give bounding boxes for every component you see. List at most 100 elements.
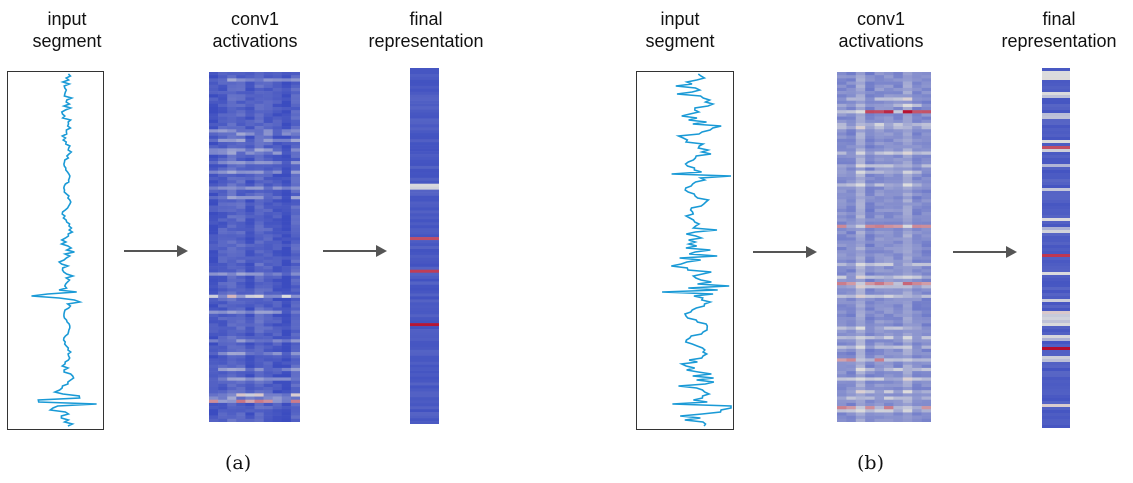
heat-cell	[227, 336, 236, 339]
heat-cell	[273, 126, 282, 129]
heat-cell	[922, 82, 931, 85]
heat-cell	[922, 355, 931, 358]
heat-cell	[875, 288, 885, 291]
strip-cell	[410, 326, 439, 329]
arrow-to-final	[952, 244, 1018, 260]
strip-cell	[1042, 290, 1070, 293]
heat-cell	[865, 91, 875, 94]
heat-cell	[291, 403, 300, 406]
heat-cell	[865, 333, 875, 336]
strip-cell	[410, 415, 439, 418]
strip-cell	[1042, 356, 1070, 359]
heat-cell	[227, 228, 236, 231]
heat-cell	[922, 327, 931, 330]
strip-cell	[1042, 68, 1070, 71]
heat-cell	[255, 72, 264, 75]
heat-cell	[893, 272, 903, 275]
heat-cell	[282, 346, 291, 349]
heat-cell	[227, 374, 236, 377]
heat-cell	[291, 352, 300, 355]
strip-cell	[410, 104, 439, 107]
heat-cell	[865, 209, 875, 212]
heat-cell	[865, 374, 875, 377]
strip-cell	[410, 350, 439, 353]
heat-cell	[273, 352, 282, 355]
strip-cell	[410, 124, 439, 127]
heat-cell	[912, 320, 922, 323]
heat-cell	[264, 215, 273, 218]
strip-cell	[410, 213, 439, 216]
heat-cell	[245, 183, 254, 186]
heat-cell	[236, 250, 245, 253]
heat-cell	[903, 355, 913, 358]
heat-cell	[856, 241, 866, 244]
heat-cell	[837, 276, 847, 279]
heat-cell	[865, 161, 875, 164]
heat-cell	[903, 298, 913, 301]
heat-cell	[218, 183, 227, 186]
strip-cell	[410, 234, 439, 237]
heat-cell	[291, 85, 300, 88]
heat-cell	[255, 117, 264, 120]
heat-cell	[875, 82, 885, 85]
heat-cell	[218, 266, 227, 269]
strip-cell	[1042, 323, 1070, 326]
heat-cell	[846, 400, 856, 403]
heat-cell	[273, 330, 282, 333]
heat-cell	[837, 419, 847, 422]
heat-cell	[291, 117, 300, 120]
heat-cell	[903, 406, 913, 409]
heat-cell	[255, 132, 264, 135]
heat-cell	[875, 266, 885, 269]
heat-cell	[893, 374, 903, 377]
heat-cell	[922, 199, 931, 202]
heat-cell	[912, 78, 922, 81]
heat-cell	[846, 72, 856, 75]
heat-cell	[856, 247, 866, 250]
heat-cell	[856, 206, 866, 209]
heat-cell	[856, 142, 866, 145]
heat-cell	[282, 244, 291, 247]
strip-cell	[410, 273, 439, 276]
heat-cell	[245, 295, 254, 298]
heat-cell	[218, 209, 227, 212]
heat-cell	[273, 142, 282, 145]
strip-cell	[1042, 374, 1070, 377]
heat-cell	[846, 101, 856, 104]
heat-cell	[912, 110, 922, 113]
strip-cell	[410, 397, 439, 400]
heat-cell	[846, 158, 856, 161]
heat-cell	[893, 110, 903, 113]
heat-cell	[245, 78, 254, 81]
heat-cell	[227, 75, 236, 78]
heat-cell	[264, 260, 273, 263]
heat-cell	[903, 301, 913, 304]
heat-cell	[922, 393, 931, 396]
heat-cell	[282, 266, 291, 269]
heat-cell	[837, 218, 847, 221]
heat-cell	[912, 358, 922, 361]
strip-cell	[410, 139, 439, 142]
heat-cell	[922, 412, 931, 415]
heat-cell	[884, 129, 894, 132]
heat-cell	[837, 390, 847, 393]
heat-cell	[875, 155, 885, 158]
heat-cell	[227, 416, 236, 419]
heat-cell	[227, 237, 236, 240]
heat-cell	[264, 253, 273, 256]
heat-cell	[236, 266, 245, 269]
heat-cell	[837, 107, 847, 110]
strip-cell	[1042, 257, 1070, 260]
heat-cell	[922, 241, 931, 244]
heat-cell	[236, 314, 245, 317]
heat-cell	[893, 263, 903, 266]
heat-cell	[865, 78, 875, 81]
strip-cell	[1042, 365, 1070, 368]
heat-cell	[227, 193, 236, 196]
heat-cell	[837, 78, 847, 81]
heat-cell	[856, 85, 866, 88]
heat-cell	[884, 317, 894, 320]
heat-cell	[846, 148, 856, 151]
strip-cell	[410, 160, 439, 163]
heat-cell	[846, 225, 856, 228]
